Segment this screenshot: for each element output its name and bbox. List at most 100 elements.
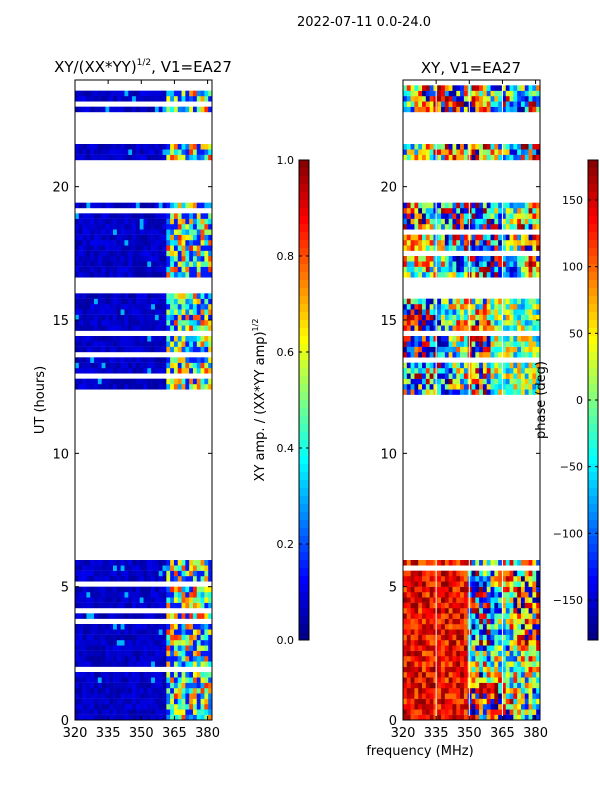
- heat-cell: [452, 213, 457, 219]
- heat-cell: [406, 624, 411, 630]
- heat-cell: [170, 234, 175, 241]
- heat-cell: [94, 362, 99, 369]
- heat-cell: [414, 101, 419, 107]
- heat-cell: [128, 586, 133, 593]
- heat-cell: [170, 677, 175, 683]
- heat-cell: [403, 234, 408, 241]
- heat-cell: [97, 245, 102, 251]
- heat-cell: [414, 688, 419, 694]
- heat-cell: [509, 320, 514, 326]
- heat-cell: [101, 245, 106, 251]
- heat-cell: [444, 336, 449, 342]
- heat-cell: [498, 560, 503, 566]
- heat-cell: [139, 704, 144, 710]
- heat-cell: [532, 261, 537, 267]
- heat-cell: [196, 320, 201, 326]
- heat-cell: [490, 325, 495, 331]
- heat-cell: [113, 245, 118, 251]
- heat-cell: [452, 272, 457, 278]
- heat-cell: [475, 586, 480, 593]
- heat-cell: [208, 90, 213, 97]
- heat-cell: [444, 709, 449, 715]
- heat-cell: [196, 576, 201, 582]
- heat-cell: [143, 106, 148, 113]
- heat-cell: [429, 677, 434, 683]
- heat-cell: [410, 373, 415, 379]
- heat-cell: [143, 272, 148, 278]
- heat-cell: [517, 96, 522, 102]
- heat-cell: [406, 96, 411, 102]
- heat-cell: [471, 384, 476, 390]
- heat-cell: [94, 240, 99, 246]
- heat-cell: [128, 346, 133, 353]
- heat-cell: [509, 298, 514, 305]
- heat-cell: [498, 634, 503, 641]
- heat-cell: [498, 261, 503, 267]
- heat-cell: [97, 650, 102, 657]
- heat-cell: [475, 666, 480, 673]
- heat-cell: [433, 661, 438, 667]
- heat-cell: [94, 661, 99, 667]
- heat-cell: [189, 224, 194, 230]
- heat-cell: [204, 202, 209, 209]
- heat-cell: [501, 240, 507, 246]
- phase-colorbar-segment: [588, 552, 598, 561]
- heat-cell: [151, 378, 156, 385]
- heat-cell: [536, 602, 541, 609]
- heat-cell: [208, 602, 213, 609]
- heat-cell: [452, 325, 457, 331]
- heat-cell: [196, 362, 201, 369]
- heat-cell: [429, 608, 434, 614]
- heat-cell: [444, 256, 449, 262]
- heat-cell: [196, 341, 201, 347]
- heat-cell: [143, 656, 148, 662]
- heat-cell: [196, 293, 201, 299]
- heat-cell: [166, 677, 171, 683]
- heat-cell: [505, 362, 510, 369]
- heat-cell: [452, 624, 457, 630]
- y-tick-label: 5: [389, 581, 397, 596]
- heat-cell: [433, 309, 438, 315]
- heat-cell: [120, 96, 125, 102]
- heat-cell: [116, 96, 121, 102]
- heat-cell: [151, 272, 156, 278]
- heat-cell: [109, 645, 114, 651]
- heat-cell: [437, 560, 442, 566]
- heat-cell: [173, 218, 179, 225]
- heat-cell: [75, 570, 80, 577]
- heat-cell: [113, 576, 118, 582]
- heat-cell: [501, 272, 507, 278]
- heat-cell: [532, 672, 537, 678]
- heat-cell: [448, 714, 453, 721]
- heat-cell: [189, 698, 194, 705]
- heat-cell: [456, 149, 461, 155]
- heat-cell: [162, 304, 167, 310]
- heat-cell: [158, 261, 163, 267]
- heat-cell: [82, 661, 87, 667]
- heat-cell: [437, 624, 442, 630]
- phase-colorbar-segment: [588, 208, 598, 217]
- heat-cell: [425, 101, 430, 107]
- heat-cell: [132, 96, 137, 102]
- heat-cell: [208, 234, 213, 241]
- heat-cell: [90, 341, 95, 347]
- amp-colorbar-segment: [299, 272, 309, 281]
- heat-cell: [151, 640, 156, 646]
- heat-cell: [532, 624, 537, 630]
- heat-cell: [433, 618, 438, 625]
- heat-cell: [200, 586, 205, 593]
- heat-cell: [509, 106, 514, 113]
- heat-cell: [490, 672, 495, 678]
- heat-cell: [139, 96, 144, 102]
- heat-cell: [494, 352, 499, 358]
- heat-cell: [433, 666, 438, 673]
- heat-cell: [101, 709, 106, 715]
- heat-cell: [177, 656, 182, 662]
- heat-cell: [486, 570, 491, 577]
- heat-cell: [471, 90, 476, 97]
- heat-cell: [403, 656, 408, 662]
- heat-cell: [181, 709, 186, 715]
- phase-colorbar-label: phase (deg): [534, 361, 549, 439]
- heat-cell: [494, 576, 499, 582]
- heat-cell: [498, 586, 503, 593]
